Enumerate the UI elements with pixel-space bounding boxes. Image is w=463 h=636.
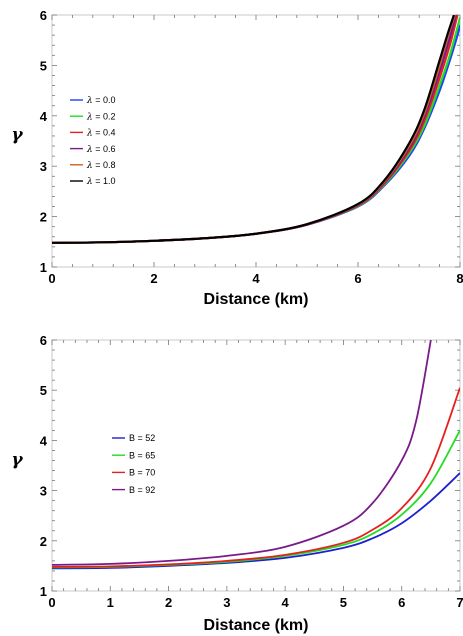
y-axis-title: γ: [11, 450, 23, 470]
x-tick-label: 7: [456, 595, 463, 610]
plot-frame: [51, 339, 461, 592]
x-tick-label: 3: [223, 595, 230, 610]
y-tick-label: 4: [40, 109, 48, 124]
x-tick-label: 5: [340, 595, 347, 610]
legend: λ = 0.0 λ = 0.2 λ = 0.4 λ = 0.6 λ = 0.8 λ = 1…: [70, 95, 116, 187]
series-line-6: [52, 15, 455, 244]
legend-label: λ = 0.6: [86, 144, 116, 155]
x-axis-title: Distance (km): [204, 617, 309, 634]
legend-label: λ = 0.0: [86, 95, 116, 106]
legend-label: B = 92: [129, 485, 155, 495]
x-tick-label: 2: [165, 595, 172, 610]
legend-label: λ = 0.4: [86, 128, 116, 139]
x-tick-label: 1: [107, 595, 114, 610]
series-line-3: [52, 387, 460, 568]
y-tick-label: 2: [40, 210, 47, 225]
y-tick-label: 2: [40, 534, 47, 549]
x-tick-label: 0: [48, 271, 55, 286]
series-line-4: [52, 340, 432, 566]
legend-label: B = 52: [129, 433, 155, 443]
x-tick-label: 4: [252, 271, 260, 286]
y-tick-label: 5: [40, 383, 47, 398]
y-tick-label: 3: [40, 484, 47, 499]
legend-label: λ = 0.8: [86, 160, 116, 171]
y-tick-label: 6: [40, 8, 47, 23]
x-tick-label: 8: [456, 271, 463, 286]
y-tick-label: 1: [40, 584, 47, 599]
y-axis-title: γ: [11, 125, 23, 145]
y-tick-label: 5: [40, 58, 47, 73]
y-tick-label: 4: [40, 433, 48, 448]
legend-label: B = 70: [129, 468, 155, 478]
series-line-2: [52, 429, 460, 569]
x-tick-label: 6: [354, 271, 361, 286]
y-tick-label: 6: [40, 333, 47, 348]
legend: B = 52 B = 65 B = 70 B = 92: [112, 433, 155, 495]
x-tick-label: 4: [282, 595, 290, 610]
plot-frame: [51, 14, 461, 268]
y-tick-label: 1: [40, 260, 47, 275]
legend-label: λ = 0.2: [86, 111, 116, 122]
x-axis-title: Distance (km): [204, 291, 309, 308]
legend-label: B = 65: [129, 450, 155, 460]
x-tick-label: 0: [48, 595, 55, 610]
y-tick-label: 3: [40, 159, 47, 174]
x-tick-label: 2: [150, 271, 157, 286]
x-tick-label: 6: [398, 595, 405, 610]
series-line-1: [52, 472, 460, 570]
legend-label: λ = 1.0: [86, 176, 116, 187]
